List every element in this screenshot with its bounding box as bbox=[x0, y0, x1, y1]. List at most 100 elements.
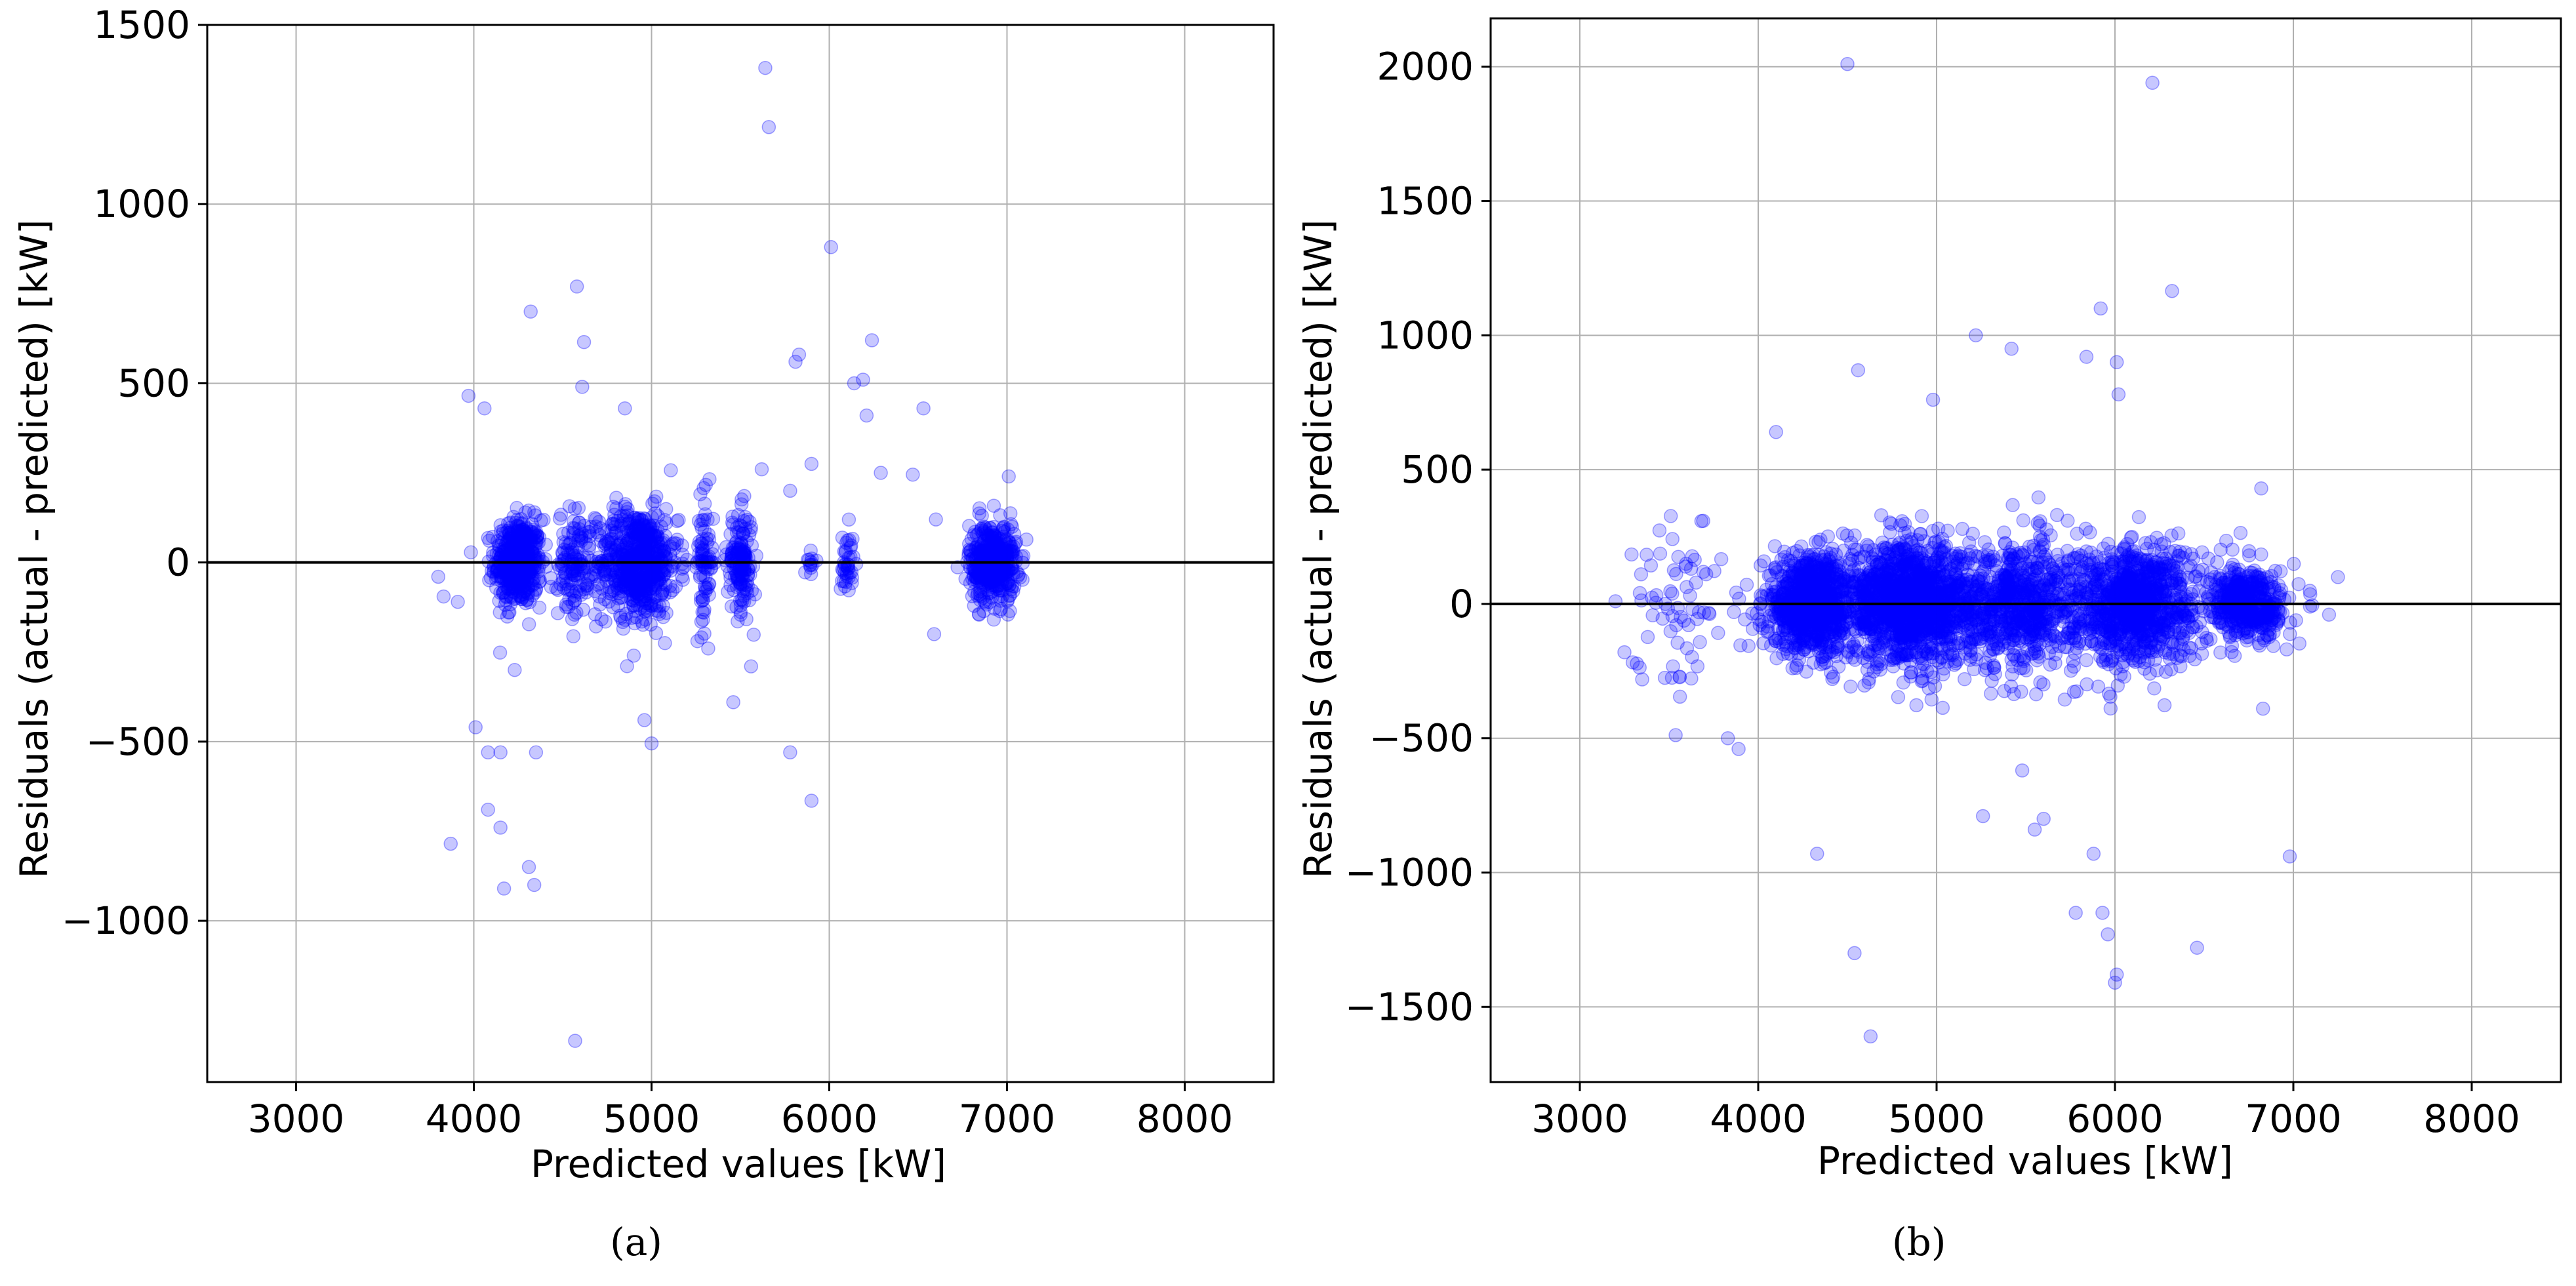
data-point bbox=[695, 605, 710, 620]
data-point bbox=[524, 565, 538, 579]
data-point bbox=[1777, 583, 1791, 597]
data-point bbox=[512, 573, 527, 588]
data-point bbox=[501, 576, 515, 591]
data-point bbox=[504, 538, 519, 553]
data-point bbox=[2016, 513, 2031, 528]
data-point bbox=[493, 645, 508, 660]
data-point bbox=[528, 508, 543, 523]
data-point bbox=[510, 519, 524, 533]
data-point bbox=[1785, 603, 1800, 618]
data-point bbox=[514, 592, 529, 607]
data-point bbox=[1935, 531, 1950, 546]
data-point bbox=[515, 516, 531, 531]
x-tick-label: 8000 bbox=[1137, 1096, 1234, 1141]
data-point bbox=[518, 596, 533, 611]
data-point bbox=[514, 574, 529, 588]
data-point bbox=[1000, 593, 1015, 609]
data-point bbox=[506, 579, 521, 593]
data-point bbox=[1963, 649, 1979, 664]
data-point bbox=[492, 593, 506, 609]
data-point bbox=[2007, 687, 2021, 702]
data-point bbox=[515, 573, 530, 588]
data-point bbox=[500, 609, 515, 624]
data-point bbox=[1733, 638, 1748, 653]
data-point bbox=[451, 595, 465, 609]
data-point bbox=[1847, 653, 1862, 667]
data-point bbox=[529, 582, 544, 597]
data-point bbox=[518, 525, 533, 540]
data-point bbox=[559, 576, 574, 591]
data-point bbox=[754, 462, 769, 477]
data-point bbox=[495, 586, 510, 600]
data-point bbox=[529, 530, 543, 545]
data-point bbox=[443, 836, 458, 851]
data-point bbox=[502, 566, 517, 580]
data-point bbox=[461, 388, 476, 403]
data-point bbox=[521, 566, 536, 581]
data-point bbox=[508, 532, 523, 546]
data-point bbox=[2032, 518, 2047, 533]
data-point bbox=[529, 534, 544, 548]
data-point bbox=[864, 333, 879, 348]
data-point bbox=[695, 590, 710, 604]
data-point bbox=[511, 544, 526, 558]
data-point bbox=[506, 540, 521, 555]
data-point bbox=[551, 557, 565, 573]
data-point bbox=[510, 565, 525, 580]
data-point bbox=[529, 524, 543, 539]
data-point bbox=[645, 521, 659, 536]
data-point bbox=[565, 542, 580, 557]
data-point bbox=[526, 546, 540, 561]
data-point bbox=[1981, 548, 1995, 563]
data-point bbox=[511, 536, 526, 550]
data-point bbox=[517, 570, 532, 585]
data-point bbox=[515, 541, 529, 556]
data-point bbox=[523, 525, 538, 540]
data-point bbox=[512, 577, 526, 592]
data-point bbox=[515, 576, 531, 591]
data-point bbox=[498, 565, 513, 580]
data-point bbox=[504, 524, 519, 539]
panel-a-x-axis-label: Predicted values [kW] bbox=[531, 1142, 946, 1186]
data-point bbox=[520, 535, 534, 550]
data-point bbox=[520, 592, 534, 607]
data-point bbox=[503, 589, 518, 603]
data-point bbox=[536, 512, 551, 527]
data-point bbox=[1939, 611, 1954, 626]
data-point bbox=[502, 605, 517, 620]
y-tick-label: 0 bbox=[166, 540, 190, 585]
data-point bbox=[737, 489, 752, 504]
data-point bbox=[502, 531, 517, 546]
data-point bbox=[2031, 490, 2046, 505]
data-point bbox=[531, 571, 546, 586]
data-point bbox=[575, 380, 590, 394]
data-point bbox=[520, 586, 535, 600]
data-point bbox=[521, 545, 535, 560]
data-point bbox=[525, 545, 540, 559]
data-point bbox=[592, 589, 607, 604]
data-point bbox=[783, 483, 797, 498]
data-point bbox=[1922, 604, 1937, 618]
data-point bbox=[521, 580, 535, 595]
data-point bbox=[670, 532, 685, 547]
data-point bbox=[522, 565, 536, 580]
data-point bbox=[509, 566, 524, 580]
data-point bbox=[519, 543, 534, 558]
data-point bbox=[593, 576, 607, 591]
data-point bbox=[505, 573, 520, 588]
data-point bbox=[500, 581, 515, 596]
data-point bbox=[512, 588, 527, 603]
data-point bbox=[512, 536, 527, 551]
data-point bbox=[1799, 664, 1814, 679]
data-point bbox=[804, 794, 819, 808]
data-point bbox=[514, 545, 529, 559]
data-point bbox=[511, 544, 525, 559]
data-point bbox=[515, 542, 529, 557]
data-point bbox=[510, 500, 524, 515]
data-point bbox=[517, 527, 531, 542]
data-point bbox=[986, 498, 1001, 513]
data-point bbox=[1777, 544, 1792, 559]
data-point bbox=[515, 523, 531, 537]
data-point bbox=[528, 526, 542, 540]
data-point bbox=[502, 533, 516, 548]
